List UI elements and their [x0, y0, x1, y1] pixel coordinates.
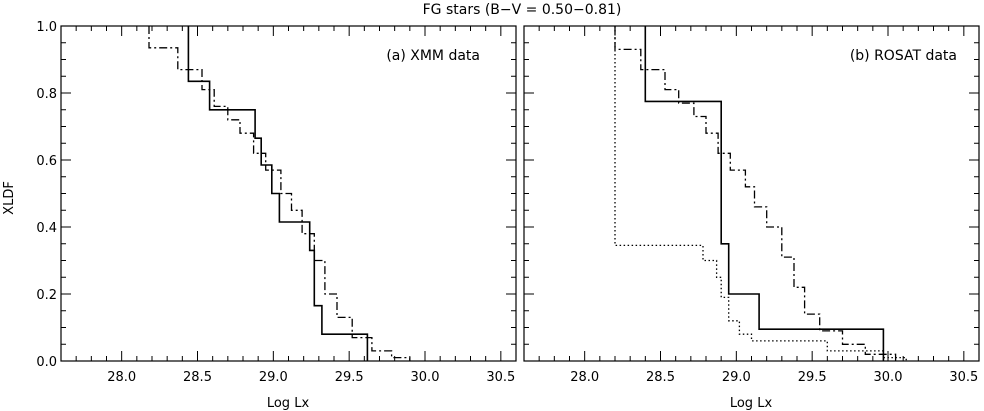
x-tick-label: 28.0: [570, 370, 599, 385]
plot-frame: [523, 25, 980, 362]
panel-label: (b) ROSAT data: [850, 48, 957, 64]
panel-label: (a) XMM data: [386, 48, 480, 64]
x-axis-label: Log Lx: [730, 396, 773, 411]
y-tick-label: 0.6: [36, 154, 57, 169]
y-tick-label: 1.0: [36, 20, 57, 35]
x-tick-label: 30.0: [411, 370, 440, 385]
y-axis-label: XLDF: [2, 181, 17, 215]
y-tick-label: 0.0: [36, 355, 57, 370]
series-line-solid: [187, 26, 369, 361]
x-axis-label: Log Lx: [267, 396, 310, 411]
x-tick-label: 30.0: [874, 370, 903, 385]
x-tick-label: 29.5: [335, 370, 364, 385]
panel-b-rosat: (b) ROSAT data Log Lx 28.0 28.5 29.0 29.5 30…: [523, 25, 980, 411]
chart-title: FG stars (B−V = 0.50−0.81): [423, 2, 622, 18]
y-tick-label: 0.8: [36, 87, 57, 102]
x-tick-label: 28.5: [183, 370, 212, 385]
tick-group: 28.0 28.5 29.0 29.5 30.0 30.5 0.0 0.2 0.4 0.6 0.8 1…: [36, 20, 516, 385]
x-tick-label: 29.0: [722, 370, 751, 385]
x-tick-label: 29.0: [259, 370, 288, 385]
panel-a-xmm: (a) XMM data Log Lx 28.0 28.5 29.0 29.5 30.0…: [36, 20, 517, 411]
series-line-solid: [644, 26, 885, 361]
y-tick-label: 0.2: [36, 288, 57, 303]
series-line-dash-dot: [614, 26, 897, 361]
series-line-dash-dot: [148, 26, 411, 361]
x-tick-label: 28.5: [646, 370, 675, 385]
x-tick-label: 30.5: [486, 370, 515, 385]
data-series-group: [614, 26, 907, 361]
x-tick-label: 28.0: [107, 370, 136, 385]
x-tick-label: 29.5: [798, 370, 827, 385]
tick-group: 28.0 28.5 29.0 29.5 30.0 30.5: [524, 25, 979, 385]
series-line-dotted: [614, 26, 907, 361]
y-tick-label: 0.4: [36, 221, 57, 236]
x-tick-label: 30.5: [949, 370, 978, 385]
data-series-group: [148, 26, 411, 361]
